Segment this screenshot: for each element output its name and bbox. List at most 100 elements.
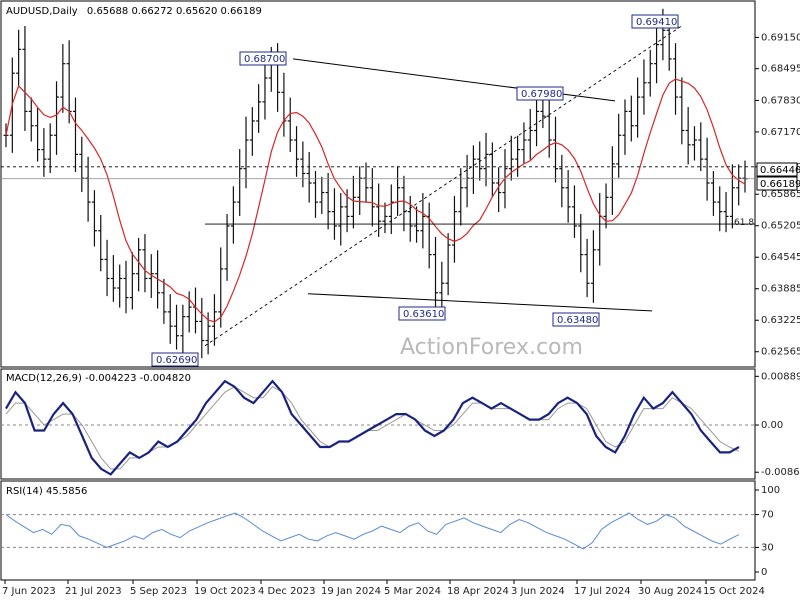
ohlc-bars: [3, 8, 748, 359]
price-tick-label: 0.65865: [761, 189, 800, 200]
ohlc-bar: [363, 162, 369, 202]
ohlc-bar: [458, 168, 464, 226]
ohlc-bar: [736, 164, 742, 206]
ohlc-bar: [287, 97, 293, 152]
ohlc-bar: [654, 26, 660, 84]
ohlc-bar: [230, 186, 236, 244]
x-tick-label: 15 Oct 2024: [703, 586, 765, 597]
ohlc-bar: [338, 193, 344, 246]
ohlc-bar: [426, 202, 432, 269]
ohlc-bar: [16, 29, 22, 88]
ohlc-bar: [54, 81, 60, 155]
ohlc-bar: [527, 109, 533, 160]
x-tick-label: 18 Apr 2024: [447, 586, 509, 597]
ohlc-bar: [445, 233, 451, 296]
annotation-box: [552, 312, 600, 327]
rsi-line: [5, 512, 740, 550]
price-tick-label: 0.64545: [761, 252, 800, 263]
rising-dotted-trendline: [204, 24, 684, 347]
ohlc-bar: [704, 137, 710, 201]
x-tick-label: 5 Mar 2024: [384, 586, 441, 597]
annotation-text: 0.68700: [244, 54, 285, 65]
moving-average-line: [5, 78, 746, 323]
price-tick-label: 0.62565: [761, 347, 800, 358]
ohlc-bar: [148, 254, 154, 299]
price-tick-label: 0.63885: [761, 284, 800, 295]
ohlc-bar: [47, 123, 53, 173]
ohlc-bar: [698, 122, 704, 172]
ohlc-bar: [180, 304, 186, 356]
ohlc-bar: [382, 202, 388, 234]
ohlc-bar: [41, 128, 47, 177]
ohlc-bar: [496, 167, 502, 213]
ohlc-bar: [376, 183, 382, 237]
ohlc-bar: [546, 96, 552, 158]
ohlc-bar: [578, 214, 584, 273]
ohlc-bar: [22, 25, 28, 131]
ohlc-bar: [300, 141, 306, 188]
ohlc-bar: [129, 252, 135, 310]
price-axis: 0.69150 0.68495 0.67830 0.67170 0.66440 0.658…: [755, 32, 800, 358]
ohlc-bar: [685, 107, 691, 165]
ohlc-bar: [742, 160, 748, 193]
ohlc-bar: [628, 95, 634, 142]
ohlc-bar: [534, 99, 540, 147]
ohlc-bar: [515, 135, 521, 177]
symbol-title: AUDUSD,Daily: [6, 6, 78, 17]
panel-frames: [0, 0, 756, 581]
ohlc-bar: [407, 195, 413, 242]
price-tick-label: 0.65205: [761, 221, 800, 232]
rsi-tick-label: 70: [761, 510, 774, 521]
ohlc-bar: [723, 192, 729, 233]
annotation-text: 0.63610: [403, 309, 444, 320]
macd-header: MACD(12,26,9) -0.004223 -0.004820: [6, 373, 191, 384]
annotation-label: 0.63610: [398, 306, 446, 321]
ohlc-bar: [540, 95, 546, 129]
ohlc-bar: [174, 304, 180, 350]
current-price-text: 0.66189: [760, 179, 800, 190]
ohlc-bar: [420, 193, 426, 249]
ohlc-bar: [91, 190, 97, 247]
annotation-labels: 0.68700 0.67980 0.69410 0.63610 0.63480 0.626…: [151, 14, 679, 367]
ohlc-bar: [616, 113, 622, 178]
ohlc-bar: [679, 77, 685, 145]
macd-tick-label: 0.008896: [761, 371, 800, 382]
ohlc-bar: [635, 77, 641, 138]
annotation-text: 0.69410: [636, 17, 677, 28]
x-axis: 7 Jun 2023 21 Jul 2023 5 Sep 2023 19 Oct 20…: [2, 580, 765, 597]
ohlc-bar: [331, 188, 337, 240]
ohlc-bar: [312, 171, 318, 218]
annotation-label: 0.67980: [516, 86, 564, 101]
ohlc-bar: [622, 99, 628, 155]
ohlc-bar: [470, 145, 476, 194]
rsi-panel: 100 70 30 0: [1, 485, 780, 578]
ohlc-bar: [565, 170, 571, 223]
x-tick-label: 17 Jul 2024: [574, 586, 631, 597]
ohlc-bar: [249, 107, 255, 156]
overlay-lines: [1, 24, 755, 347]
x-tick-label: 5 Sep 2023: [130, 586, 187, 597]
ohlc-bar: [72, 97, 78, 173]
ohlc-bar: [237, 149, 243, 216]
lower-trendline: [307, 293, 653, 312]
rsi-panel-frame: [0, 480, 756, 581]
macd-tick-label: -0.008612: [761, 467, 800, 478]
x-tick-label: 21 Jul 2023: [65, 586, 122, 597]
x-tick-label: 19 Jan 2024: [321, 586, 381, 597]
price-tick-label: 0.68495: [761, 64, 800, 75]
upper-trendline: [292, 58, 616, 102]
annotation-box: [239, 51, 287, 66]
ohlc-bar: [553, 116, 559, 183]
annotation-text: 0.63480: [557, 315, 598, 326]
ohlc-bar: [199, 298, 205, 359]
ohlc-bar: [559, 154, 565, 208]
ohlc-bar: [571, 185, 577, 238]
annotation-label: 0.69410: [631, 14, 679, 29]
annotation-label: 0.63480: [552, 312, 600, 327]
ohlc-bar: [357, 166, 363, 215]
price-tick-label: 0.67830: [761, 95, 800, 106]
ohlc-bar: [395, 166, 401, 216]
ohlc-bar: [186, 291, 192, 333]
